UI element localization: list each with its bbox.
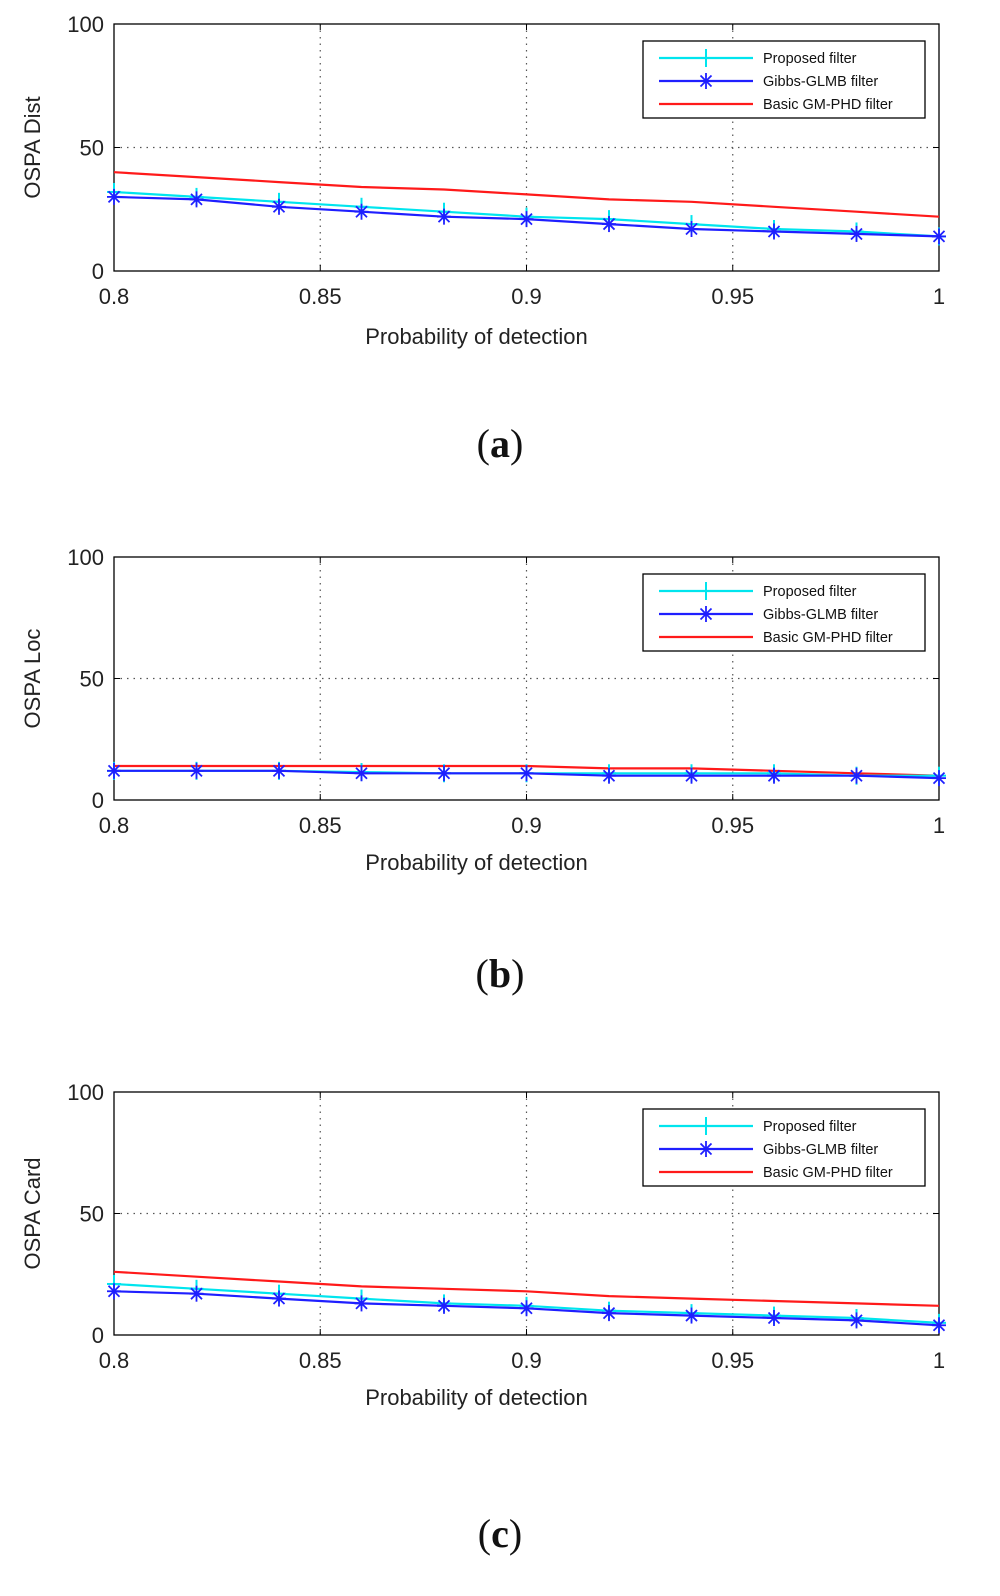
c2-legend-marker-star bbox=[699, 1141, 713, 1157]
c0-legend-marker-star bbox=[699, 73, 713, 89]
c1-marker-star bbox=[354, 765, 369, 782]
c0-series-line-2 bbox=[113, 171, 940, 218]
c1-marker-star bbox=[437, 765, 451, 782]
c0-x-tick-label: 0.95 bbox=[711, 284, 754, 309]
c2-marker-star bbox=[272, 1290, 286, 1307]
c0-marker-star bbox=[849, 225, 864, 242]
c1-x-axis-label: Probability of detection bbox=[365, 850, 588, 875]
c1-x-tick-label: 0.85 bbox=[299, 813, 342, 838]
c2-legend-label-1: Gibbs-GLMB filter bbox=[763, 1142, 878, 1158]
c1-legend-marker-star bbox=[699, 606, 713, 622]
c0-x-axis-label: Probability of detection bbox=[365, 324, 588, 349]
c1-marker-star bbox=[849, 767, 864, 784]
c2-y-tick-label: 50 bbox=[80, 1202, 104, 1227]
c0-marker-star bbox=[437, 208, 451, 225]
chart-panel-a: 0.8 0.85 0.9 0.95 1 0 50 100 Probability of dete… bbox=[0, 0, 1000, 520]
c2-legend-label-2: Basic GM-PHD filter bbox=[763, 1165, 893, 1181]
c2-marker-star bbox=[932, 1317, 946, 1334]
c2-x-tick-label: 0.9 bbox=[511, 1348, 542, 1373]
c1-legend: Proposed filter Gibbs-GLMB filter Basic GM… bbox=[642, 573, 926, 652]
c2-y-tick-label: 0 bbox=[92, 1323, 104, 1348]
c2-marker-star bbox=[519, 1300, 534, 1317]
c1-marker-star bbox=[767, 767, 781, 784]
caption-b-label: b bbox=[488, 951, 512, 996]
c1-marker-star bbox=[272, 762, 286, 779]
chart-b-svg: 0.8 0.85 0.9 0.95 1 0 50 100 Probability of dete… bbox=[20, 545, 946, 875]
c0-marker-star bbox=[602, 216, 616, 233]
c1-marker-star bbox=[932, 770, 946, 787]
c0-y-tick-label: 0 bbox=[92, 259, 104, 284]
c2-legend-label-0: Proposed filter bbox=[763, 1119, 857, 1135]
c1-marker-star bbox=[519, 765, 534, 782]
caption-c: (c) bbox=[477, 1511, 523, 1556]
c1-x-tick-label: 1 bbox=[933, 813, 945, 838]
c0-y-tick-label: 100 bbox=[67, 12, 104, 37]
chart-panel-b: 0.8 0.85 0.9 0.95 1 0 50 100 Probability of dete… bbox=[0, 530, 1000, 1050]
c1-marker-star bbox=[602, 767, 616, 784]
caption-b: (b) bbox=[475, 951, 525, 996]
caption-a: (a) bbox=[476, 421, 524, 466]
c0-marker-star bbox=[519, 211, 534, 228]
c2-x-tick-label: 1 bbox=[933, 1348, 945, 1373]
c1-legend-box bbox=[642, 573, 926, 652]
c2-marker-star bbox=[437, 1297, 451, 1314]
c0-marker-star bbox=[189, 191, 204, 208]
c2-x-tick-label: 0.8 bbox=[99, 1348, 130, 1373]
c1-y-tick-label: 50 bbox=[80, 667, 104, 692]
c0-marker-star bbox=[107, 188, 121, 205]
c2-marker-star bbox=[767, 1309, 781, 1326]
chart-panel-c: 0.8 0.85 0.9 0.95 1 0 50 100 Probability of dete… bbox=[0, 1065, 1000, 1596]
c2-series-line-2 bbox=[113, 1270, 940, 1307]
c1-y-tick-label: 0 bbox=[92, 788, 104, 813]
c1-y-tick-label: 100 bbox=[67, 545, 104, 570]
chart-c-svg: 0.8 0.85 0.9 0.95 1 0 50 100 Probability of dete… bbox=[20, 1080, 946, 1410]
c0-y-tick-label: 50 bbox=[80, 136, 104, 161]
c1-x-tick-label: 0.8 bbox=[99, 813, 130, 838]
c1-x-tick-label: 0.9 bbox=[511, 813, 542, 838]
c0-legend-box bbox=[642, 40, 926, 119]
c2-y-tick-label: 100 bbox=[67, 1080, 104, 1105]
c0-x-tick-label: 0.9 bbox=[511, 284, 542, 309]
c2-legend-box bbox=[642, 1108, 926, 1187]
c0-legend: Proposed filter Gibbs-GLMB filter Basic GM… bbox=[642, 40, 926, 119]
c0-legend-label-0: Proposed filter bbox=[763, 51, 857, 67]
c2-y-axis-label: OSPA Card bbox=[20, 1157, 45, 1269]
c0-marker-star bbox=[684, 221, 699, 238]
c1-x-tick-label: 0.95 bbox=[711, 813, 754, 838]
c0-x-tick-label: 0.85 bbox=[299, 284, 342, 309]
c0-legend-label-1: Gibbs-GLMB filter bbox=[763, 74, 878, 90]
c0-marker-star bbox=[767, 223, 781, 240]
c1-legend-label-0: Proposed filter bbox=[763, 584, 857, 600]
c2-marker-star bbox=[684, 1307, 699, 1324]
c0-y-axis-label: OSPA Dist bbox=[20, 96, 45, 198]
c2-x-axis-label: Probability of detection bbox=[365, 1385, 588, 1410]
c0-marker-star bbox=[272, 198, 286, 215]
c2-x-tick-label: 0.85 bbox=[299, 1348, 342, 1373]
c2-marker-star bbox=[354, 1295, 369, 1312]
c1-marker-star bbox=[684, 767, 699, 784]
c2-x-tick-label: 0.95 bbox=[711, 1348, 754, 1373]
c0-marker-star bbox=[932, 228, 946, 245]
chart-a-svg: 0.8 0.85 0.9 0.95 1 0 50 100 Probability of dete… bbox=[20, 12, 946, 349]
c2-legend: Proposed filter Gibbs-GLMB filter Basic GM… bbox=[642, 1108, 926, 1187]
c1-y-axis-label: OSPA Loc bbox=[20, 629, 45, 729]
c0-legend-label-2: Basic GM-PHD filter bbox=[763, 97, 893, 113]
c2-marker-star bbox=[107, 1283, 121, 1300]
c2-marker-star bbox=[189, 1285, 204, 1302]
c1-marker-star bbox=[189, 762, 204, 779]
c0-x-tick-label: 0.8 bbox=[99, 284, 130, 309]
c2-marker-star bbox=[849, 1312, 864, 1329]
caption-c-label: c bbox=[491, 1511, 509, 1556]
caption-a-label: a bbox=[490, 421, 510, 466]
c1-legend-label-2: Basic GM-PHD filter bbox=[763, 630, 893, 646]
c1-legend-label-1: Gibbs-GLMB filter bbox=[763, 607, 878, 623]
c2-marker-star bbox=[602, 1305, 616, 1322]
c0-marker-star bbox=[354, 203, 369, 220]
c1-marker-star bbox=[107, 762, 121, 779]
c0-x-tick-label: 1 bbox=[933, 284, 945, 309]
